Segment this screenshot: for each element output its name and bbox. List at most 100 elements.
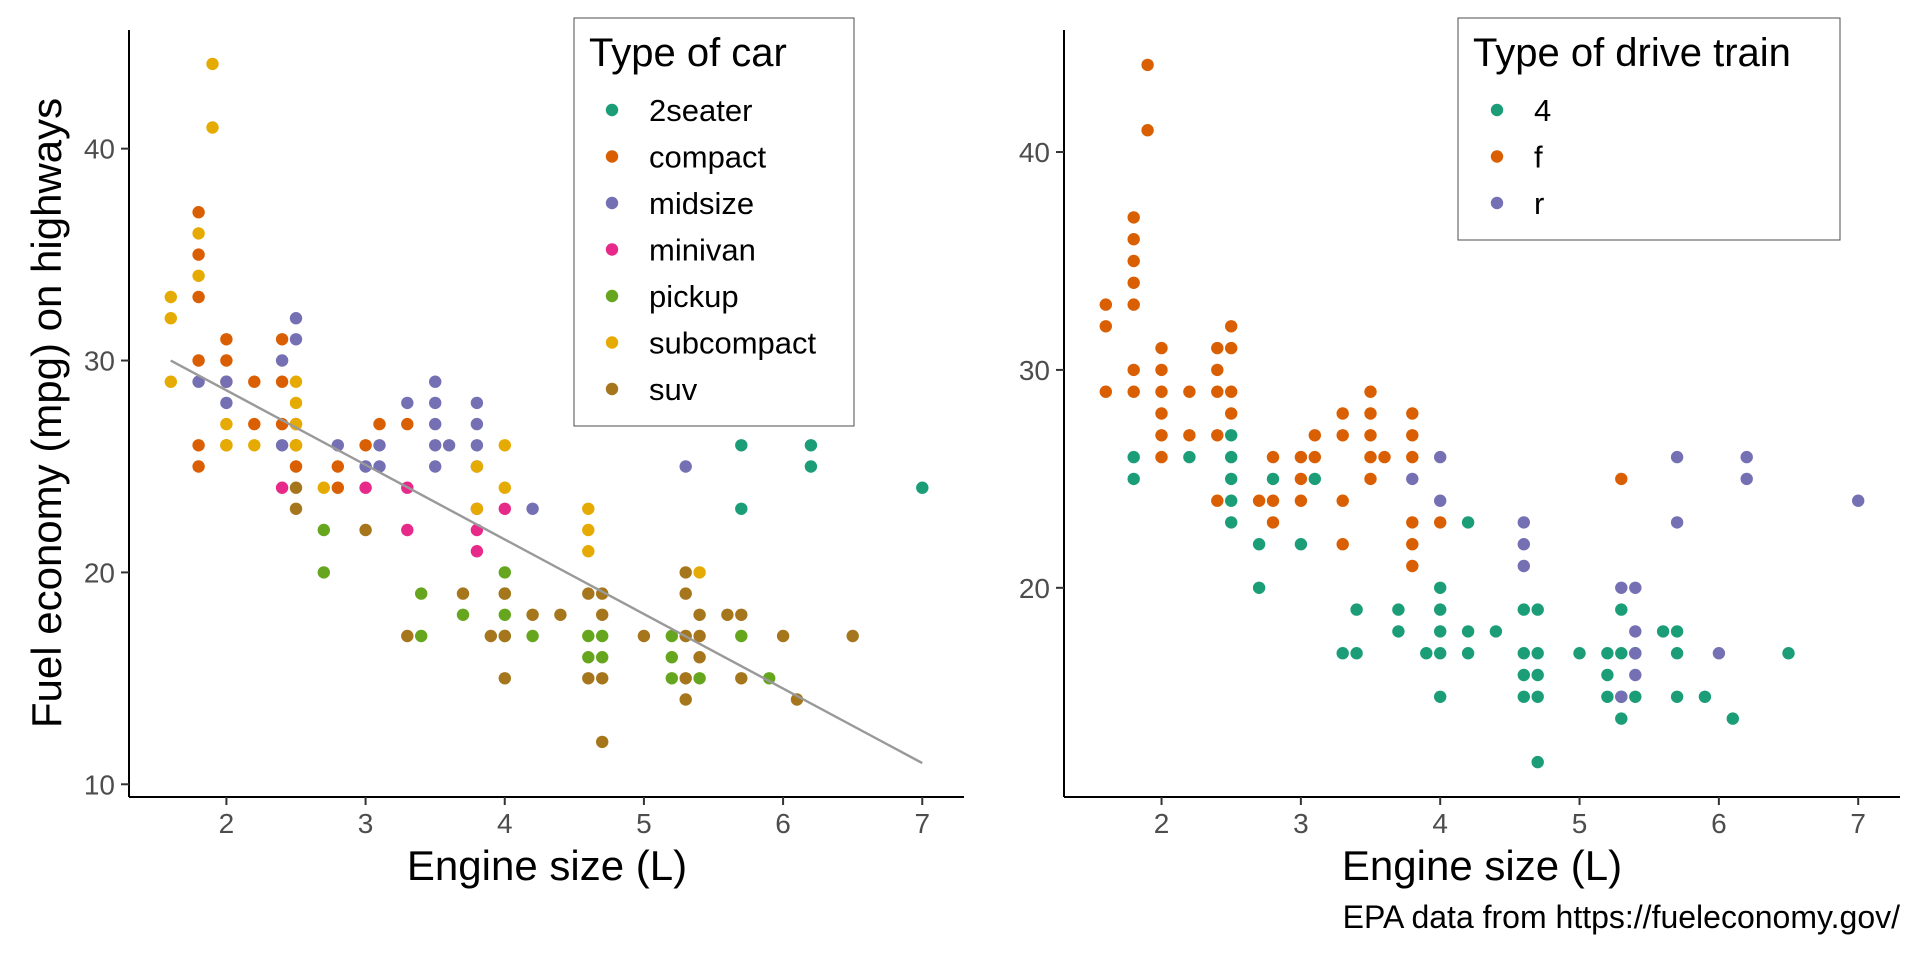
point-r [1615, 690, 1628, 703]
point-4 [1615, 603, 1628, 616]
point-subcompact [289, 439, 303, 452]
point-f [1099, 385, 1113, 398]
point-4 [1336, 647, 1349, 660]
point-r [1629, 668, 1642, 682]
point-compact [192, 460, 205, 473]
y-tick-label: 30 [84, 346, 115, 377]
point-f [1141, 58, 1154, 72]
point-4 [1601, 647, 1614, 660]
x-tick-label: 3 [1293, 808, 1309, 839]
point-subcompact [317, 481, 330, 494]
point-f [1406, 450, 1419, 464]
point-4 [1225, 494, 1238, 507]
point-compact [289, 460, 303, 473]
point-4 [1489, 625, 1503, 638]
point-subcompact [470, 502, 484, 515]
point-pickup [582, 629, 595, 643]
point-f [1308, 450, 1322, 464]
point-subcompact [248, 439, 261, 452]
point-r [1434, 494, 1447, 507]
point-suv [721, 608, 734, 621]
point-pickup [596, 651, 609, 664]
point-pickup [693, 672, 706, 685]
point-pickup [596, 629, 609, 643]
point-f [1308, 429, 1322, 442]
legend-items-car-type: 2seater compact midsize minivan pickup subcom… [605, 93, 817, 407]
legend-label-f: f [1534, 140, 1543, 175]
point-r [1517, 538, 1531, 551]
point-4 [1183, 450, 1196, 464]
y-tick-label: 20 [1019, 573, 1050, 604]
x-axis-title-right: Engine size (L) [1342, 842, 1622, 889]
point-f [1406, 516, 1419, 529]
point-suv [289, 481, 303, 494]
point-f [1127, 211, 1140, 224]
point-subcompact [164, 290, 177, 304]
trend-line [170, 359, 923, 765]
point-subcompact [192, 269, 205, 282]
point-midsize [470, 396, 484, 410]
point-midsize [429, 375, 442, 388]
x-tick-label: 7 [914, 808, 930, 839]
point-4 [1601, 668, 1614, 682]
y-axis-title: Fuel economy (mpg) on highways [23, 98, 70, 728]
point-4 [1434, 625, 1447, 638]
point-pickup [665, 629, 678, 643]
point-4 [1127, 450, 1140, 464]
x-tick-label: 4 [497, 808, 513, 839]
x-tick-label: 7 [1850, 808, 1866, 839]
point-f [1127, 276, 1140, 289]
point-4 [1434, 647, 1447, 660]
point-f [1099, 298, 1113, 311]
point-suv [498, 587, 511, 600]
point-suv [846, 629, 859, 643]
point-4 [1573, 647, 1586, 660]
point-compact [192, 206, 205, 219]
point-compact [373, 417, 386, 431]
point-2seater [735, 502, 748, 515]
point-4 [1726, 712, 1740, 725]
point-f [1266, 516, 1280, 529]
point-r [1434, 450, 1447, 464]
point-suv [735, 672, 748, 685]
point-r [1670, 516, 1684, 529]
legend-key-minivan [605, 243, 619, 256]
point-minivan [498, 502, 511, 515]
legend-key-subcompact [605, 336, 619, 349]
point-r [1517, 516, 1531, 529]
point-f [1225, 341, 1238, 355]
point-4 [1434, 690, 1447, 703]
legend-key-compact [605, 150, 619, 163]
point-4 [1698, 690, 1712, 703]
point-4 [1629, 690, 1642, 703]
point-subcompact [206, 57, 219, 71]
legend-key-pickup [605, 289, 619, 303]
point-4 [1434, 603, 1447, 616]
point-f [1336, 494, 1349, 507]
point-midsize [429, 417, 442, 431]
point-r [1852, 494, 1865, 507]
chart-panel-left: 2 3 4 5 6 7 10 20 30 40 Engine size (L) Fuel eco… [23, 17, 964, 889]
point-4 [1350, 603, 1363, 616]
legend-car-type: Type of car 2seater compact midsize minivan… [573, 17, 855, 427]
y-tick-label: 40 [84, 134, 115, 165]
point-f [1406, 407, 1419, 420]
point-midsize [275, 354, 289, 367]
x-tick-label: 2 [219, 808, 235, 839]
x-tick-label: 6 [1711, 808, 1727, 839]
point-4 [1531, 668, 1544, 682]
point-pickup [582, 651, 595, 664]
x-tick-label: 2 [1154, 808, 1170, 839]
x-tick-label: 4 [1432, 808, 1448, 839]
point-f [1155, 450, 1168, 464]
point-compact [248, 375, 261, 388]
legend-key-4 [1490, 103, 1504, 117]
point-subcompact [582, 545, 595, 558]
point-f [1294, 450, 1308, 464]
point-r [1615, 581, 1628, 594]
point-4 [1615, 647, 1628, 660]
point-4 [1252, 538, 1266, 551]
x-axis-ticks-right: 2 3 4 5 6 7 [1154, 797, 1866, 839]
point-f [1406, 538, 1419, 551]
point-f [1127, 254, 1140, 268]
